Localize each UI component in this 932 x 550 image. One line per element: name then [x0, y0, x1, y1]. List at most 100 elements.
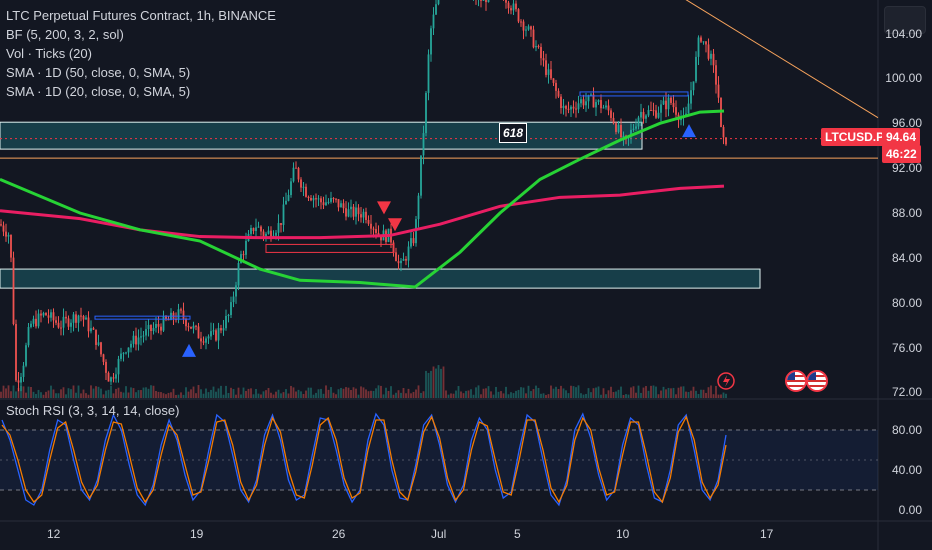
- triangle-down-icon: [388, 218, 402, 232]
- candle-body: [102, 354, 105, 362]
- volume-bar: [205, 388, 207, 398]
- candle-body: [117, 358, 120, 375]
- candle-body: [692, 81, 695, 91]
- indicator-bf[interactable]: BF (5, 200, 3, 2, sol): [6, 27, 124, 42]
- volume-bar: [467, 390, 470, 398]
- chart-title: LTC Perpetual Futures Contract, 1h, BINA…: [6, 8, 276, 23]
- volume-bar: [367, 391, 370, 398]
- candle-body: [137, 337, 140, 345]
- volume-bar: [337, 389, 340, 398]
- stoch-y-tick-label: 40.00: [891, 463, 922, 477]
- volume-bar: [225, 385, 227, 398]
- volume-bar: [22, 386, 25, 398]
- candle-body: [262, 231, 265, 237]
- volume-bar: [175, 394, 177, 398]
- indicator-vol[interactable]: Vol · Ticks (20): [6, 46, 92, 61]
- volume-bar: [130, 387, 132, 398]
- volume-bar: [302, 393, 305, 398]
- chart-settings-button[interactable]: [884, 6, 926, 34]
- volume-bar: [652, 385, 655, 398]
- candle-body: [652, 110, 655, 112]
- volume-bar: [232, 389, 235, 398]
- volume-bar: [472, 394, 475, 398]
- volume-bar: [140, 390, 142, 398]
- candle-body: [105, 361, 107, 373]
- volume-bar: [55, 393, 57, 398]
- volume-bar: [160, 392, 162, 398]
- candle-body: [115, 374, 117, 379]
- candle-body: [80, 315, 82, 317]
- volume-bar: [420, 392, 422, 398]
- volume-bar: [417, 385, 420, 398]
- volume-bar: [177, 394, 180, 398]
- volume-bar: [532, 389, 535, 398]
- volume-bar: [167, 392, 170, 398]
- symbol-price-tag: LTCUSD.P: [821, 128, 889, 146]
- candle-body: [0, 224, 2, 226]
- candle-body: [20, 376, 22, 383]
- candle-body: [32, 318, 35, 324]
- volume-bar: [62, 387, 65, 398]
- volume-bar: [220, 385, 222, 398]
- volume-bar: [117, 387, 120, 398]
- candle-body: [417, 195, 420, 220]
- candle-body: [57, 322, 60, 328]
- y-tick-label: 100.00: [885, 71, 922, 86]
- us-flag-icon[interactable]: [806, 370, 828, 392]
- volume-bar: [602, 388, 605, 398]
- candle-body: [722, 127, 725, 138]
- candle-body: [185, 318, 187, 327]
- volume-bar: [305, 390, 307, 398]
- candle-body: [75, 314, 77, 323]
- volume-bar: [670, 388, 672, 398]
- volume-bar: [460, 391, 462, 398]
- volume-bar: [562, 388, 565, 398]
- candle-body: [242, 254, 245, 256]
- volume-bar: [155, 390, 157, 398]
- volume-bar: [725, 393, 727, 398]
- candle-body: [130, 343, 132, 348]
- volume-bar: [545, 394, 547, 398]
- volume-bar: [500, 391, 502, 398]
- volume-bar: [687, 392, 690, 398]
- indicator-sma50[interactable]: SMA · 1D (50, close, 0, SMA, 5): [6, 65, 191, 80]
- volume-bar: [570, 385, 572, 398]
- volume-bar: [607, 390, 610, 398]
- volume-bar: [47, 390, 50, 398]
- volume-bar: [395, 392, 397, 398]
- candle-body: [192, 325, 195, 329]
- volume-bar: [5, 388, 7, 398]
- indicator-sma20[interactable]: SMA · 1D (20, close, 0, SMA, 5): [6, 84, 191, 99]
- volume-bar: [375, 388, 377, 398]
- candle-body: [110, 377, 112, 382]
- volume-bar: [645, 386, 647, 398]
- volume-bar: [57, 393, 60, 398]
- candle-body: [90, 328, 92, 332]
- volume-bar: [267, 388, 270, 398]
- volume-bar: [270, 392, 272, 398]
- candle-body: [302, 186, 305, 188]
- volume-bar: [120, 391, 122, 398]
- volume-bar: [255, 388, 257, 398]
- volume-bar: [672, 387, 675, 398]
- candle-body: [640, 111, 642, 118]
- candle-body: [245, 240, 247, 255]
- candle-body: [100, 342, 102, 355]
- volume-bar: [365, 389, 367, 398]
- candle-body: [635, 126, 637, 129]
- volume-bar: [330, 387, 332, 398]
- candle-body: [195, 325, 197, 327]
- us-flag-icon[interactable]: [785, 370, 807, 392]
- volume-bar: [695, 390, 697, 398]
- volume-bar: [142, 387, 145, 398]
- volume-bar: [257, 393, 260, 398]
- volume-bar: [350, 390, 352, 398]
- volume-bar: [585, 393, 587, 398]
- candle-body: [347, 209, 350, 217]
- volume-bar: [342, 388, 345, 398]
- candle-body: [182, 310, 185, 319]
- stoch-k-line: [1, 412, 727, 507]
- volume-bar: [327, 389, 330, 398]
- volume-bar: [362, 387, 365, 398]
